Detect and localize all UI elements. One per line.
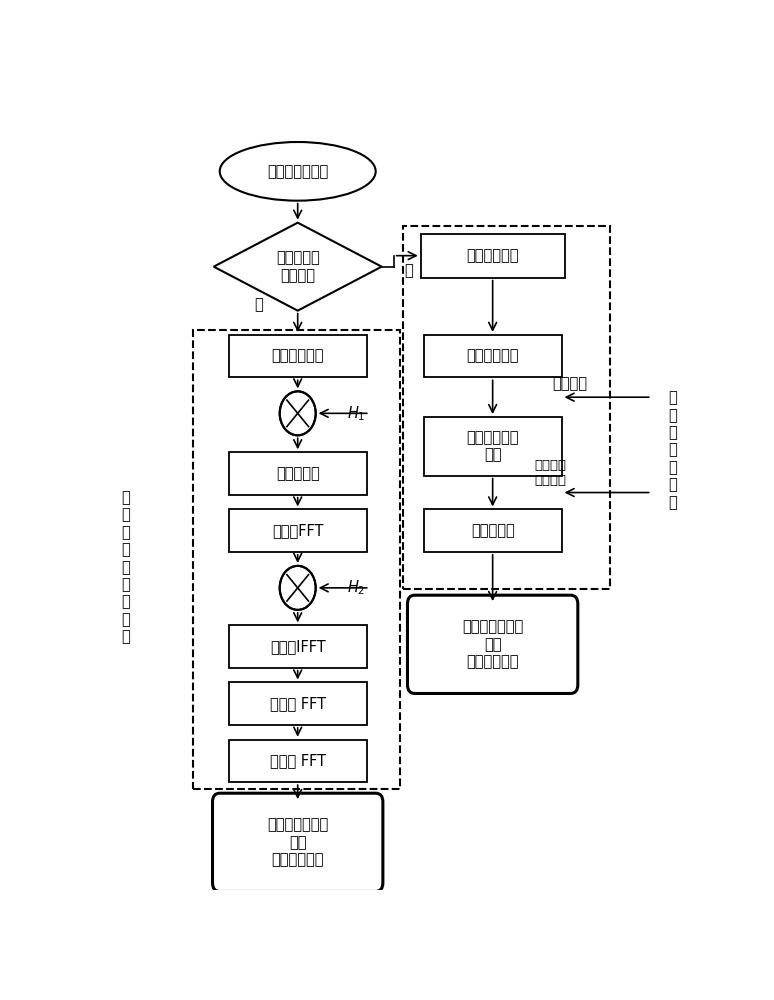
FancyBboxPatch shape	[213, 793, 383, 891]
Text: 高分辨后向散射
系数
（刈幅中间）: 高分辨后向散射 系数 （刈幅中间）	[462, 619, 523, 669]
Text: 距离向 FFT: 距离向 FFT	[269, 753, 326, 768]
Polygon shape	[214, 223, 382, 311]
Text: 数据存储下传: 数据存储下传	[467, 248, 519, 263]
Text: $H_2$: $H_2$	[348, 579, 366, 597]
Text: $H_1$: $H_1$	[348, 404, 366, 423]
FancyBboxPatch shape	[229, 335, 367, 377]
FancyBboxPatch shape	[423, 417, 562, 476]
Text: 反卷积重建: 反卷积重建	[471, 523, 515, 538]
Text: 天线扫描方位角: 天线扫描方位角	[267, 164, 328, 179]
Text: 距离向IFFT: 距离向IFFT	[270, 639, 326, 654]
Text: 否: 否	[404, 263, 413, 278]
Text: 两维去调频: 两维去调频	[276, 466, 320, 481]
Text: 条带回波功率: 条带回波功率	[467, 349, 519, 364]
FancyBboxPatch shape	[229, 625, 367, 668]
Text: 距离向FFT: 距离向FFT	[272, 523, 324, 538]
FancyBboxPatch shape	[421, 234, 565, 278]
Ellipse shape	[220, 142, 375, 201]
Text: 基带回波信号: 基带回波信号	[272, 349, 324, 364]
FancyBboxPatch shape	[229, 740, 367, 782]
Text: 方位向 FFT: 方位向 FFT	[269, 696, 326, 711]
FancyBboxPatch shape	[423, 335, 562, 377]
Text: 条带后向散射
系数: 条带后向散射 系数	[467, 430, 519, 463]
Text: 高分辨后向散射
系数
（刈幅两侧）: 高分辨后向散射 系数 （刈幅两侧）	[267, 817, 328, 867]
Text: 星
下
高
分
辨
处
理: 星 下 高 分 辨 处 理	[668, 390, 677, 510]
FancyBboxPatch shape	[407, 595, 578, 693]
Text: 多普勒波束
锐化区域: 多普勒波束 锐化区域	[276, 250, 320, 283]
Text: 是: 是	[255, 297, 263, 312]
Circle shape	[279, 566, 316, 610]
FancyBboxPatch shape	[423, 509, 562, 552]
Text: 定标因子: 定标因子	[553, 376, 587, 391]
Text: 条带空间
响应函数: 条带空间 响应函数	[535, 459, 567, 487]
FancyBboxPatch shape	[229, 682, 367, 725]
FancyBboxPatch shape	[229, 452, 367, 495]
Circle shape	[279, 391, 316, 435]
Text: 多
普
勒
波
束
锐
化
单
元: 多 普 勒 波 束 锐 化 单 元	[122, 490, 130, 644]
FancyBboxPatch shape	[229, 509, 367, 552]
